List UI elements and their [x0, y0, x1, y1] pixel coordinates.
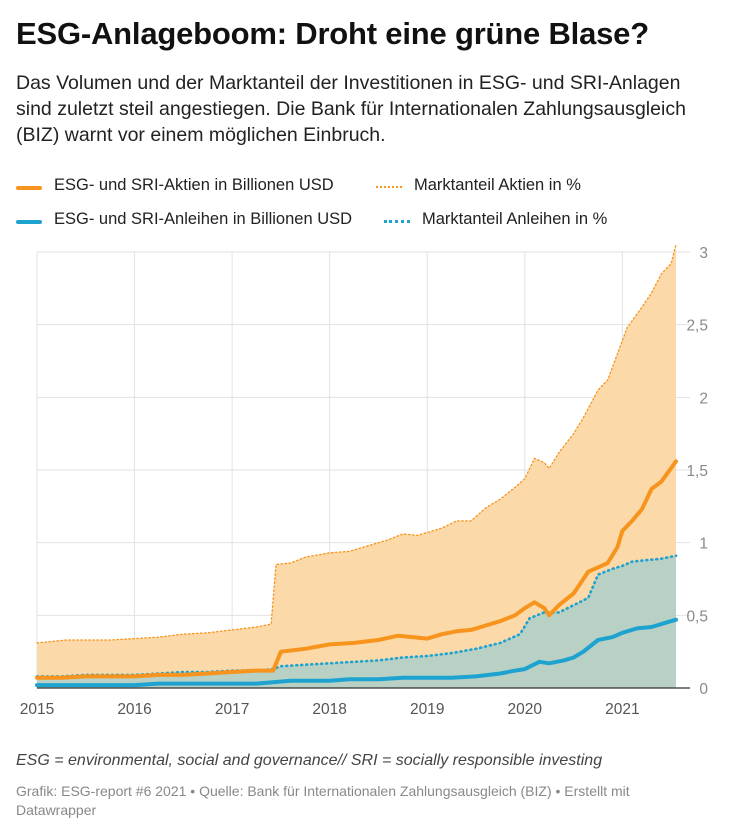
y-tick-label: 2,5 [686, 318, 708, 335]
bonds-share-area [37, 555, 676, 688]
y-tick-label: 0 [699, 681, 708, 698]
x-tick-label: 2021 [605, 701, 639, 718]
legend-swatch-stocks-share [376, 186, 402, 188]
legend-label-bonds-volume: ESG- und SRI-Anleihen in Billionen USD [54, 210, 353, 228]
x-tick-label: 2015 [20, 701, 54, 718]
source-footer: Grafik: ESG-report #6 2021 • Quelle: Ban… [16, 783, 630, 818]
bonds-volume-line [35, 617, 678, 688]
line-layer [35, 244, 678, 688]
legend-swatch-stocks-volume [16, 186, 42, 190]
y-tick-label: 0,5 [686, 608, 708, 625]
area-layer [37, 244, 676, 688]
stocks-volume-line [35, 459, 678, 680]
legend-label-stocks-share: Marktanteil Aktien in % [414, 176, 581, 194]
legend-swatch-bonds-share [384, 220, 410, 223]
legend-label-stocks-volume: ESG- und SRI-Aktien in Billionen USD [54, 176, 334, 194]
chart-title: ESG-Anlageboom: Droht eine grüne Blase? [16, 16, 649, 51]
x-tick-label: 2019 [410, 701, 444, 718]
legend-swatch-bonds-volume [16, 220, 42, 224]
chart-subtitle: Das Volumen und der Marktanteil der Inve… [16, 72, 686, 146]
x-tick-label: 2018 [312, 701, 346, 718]
x-tick-label: 2017 [215, 701, 249, 718]
bonds-share-line [35, 554, 678, 678]
abbreviation-note: ESG = environmental, social and governan… [16, 752, 603, 769]
y-tick-label: 3 [699, 245, 708, 262]
axis-layer: 2015 2016 2017 2018 2019 2020 2021 0 0,5 1 1,5 2 2,5… [20, 245, 709, 718]
y-tick-label: 1,5 [686, 463, 708, 480]
x-tick-label: 2020 [508, 701, 543, 718]
x-tick-label: 2016 [117, 701, 151, 718]
y-tick-label: 2 [699, 390, 708, 407]
y-tick-label: 1 [699, 536, 708, 553]
stocks-share-area [37, 244, 676, 688]
legend-label-bonds-share: Marktanteil Anleihen in % [422, 210, 608, 228]
esg-area-chart: 2015 2016 2017 2018 2019 2020 2021 0 0,5 1 1,5 2 2,5… [20, 244, 709, 718]
